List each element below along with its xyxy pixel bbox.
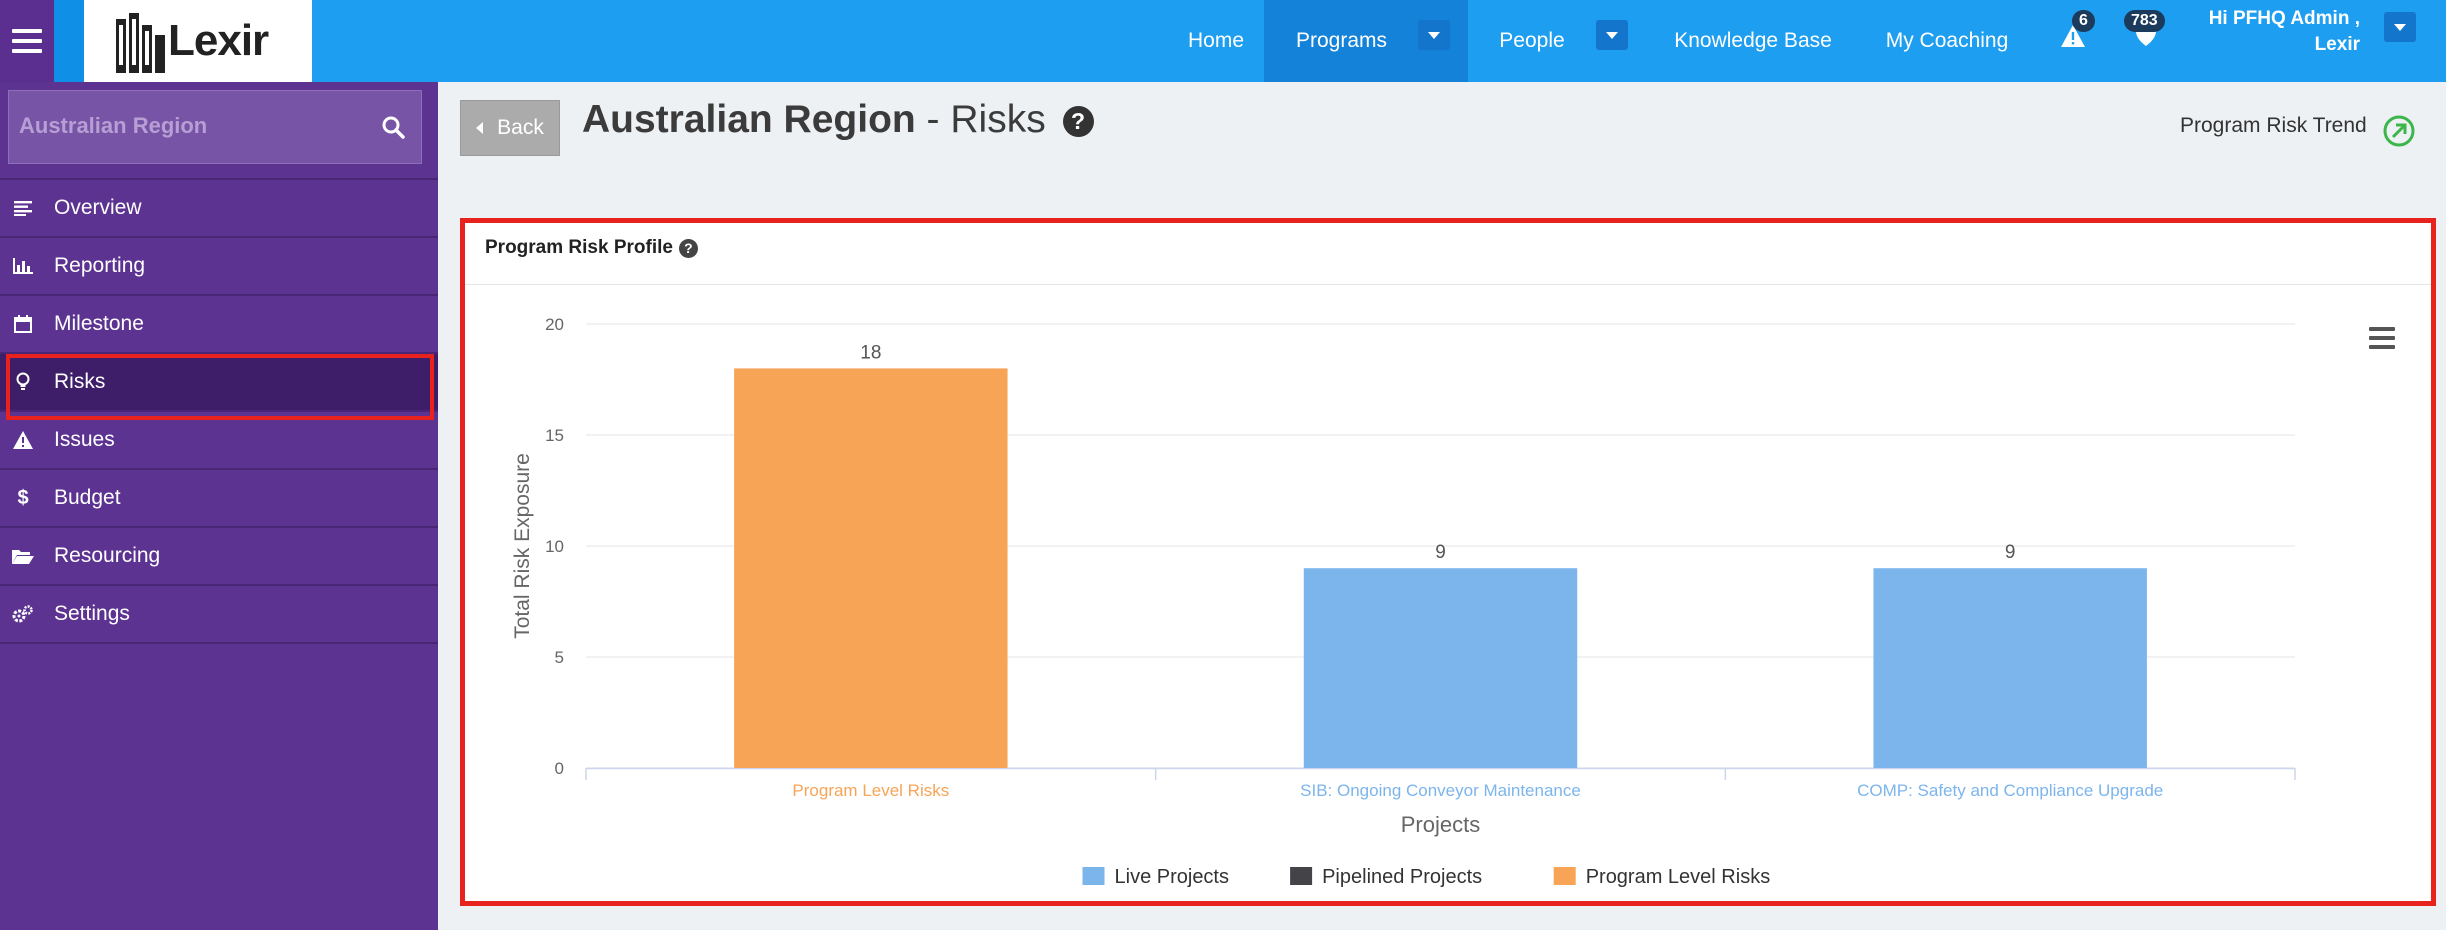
- sidebar-item-settings[interactable]: Settings: [0, 586, 438, 644]
- lightbulb-icon: [12, 371, 34, 393]
- back-button[interactable]: Back: [460, 100, 560, 156]
- x-tick-label[interactable]: SIB: Ongoing Conveyor Maintenance: [1300, 781, 1581, 800]
- back-button-label: Back: [497, 116, 544, 139]
- sidebar-item-budget[interactable]: $ Budget: [0, 470, 438, 528]
- bar[interactable]: [1303, 568, 1578, 768]
- sidebar-item-overview[interactable]: Overview: [0, 180, 438, 238]
- sidebar-item-label: Overview: [54, 196, 142, 219]
- dollar-icon: $: [17, 486, 29, 509]
- legend-swatch[interactable]: [1082, 867, 1105, 885]
- legend-swatch[interactable]: [1290, 867, 1313, 885]
- y-tick-label: 20: [545, 315, 564, 334]
- sidebar: Australian Region Overview Reporting Mil…: [0, 82, 438, 930]
- help-icon[interactable]: ?: [678, 238, 698, 258]
- calendar-icon: [12, 313, 34, 335]
- y-tick-label: 5: [555, 648, 564, 667]
- bar[interactable]: [1873, 568, 2147, 768]
- help-icon[interactable]: ?: [1062, 106, 1094, 137]
- sidebar-item-label: Reporting: [54, 254, 146, 277]
- user-menu[interactable]: Hi PFHQ Admin , Lexir: [2190, 6, 2360, 58]
- x-tick-label[interactable]: COMP: Safety and Compliance Upgrade: [1857, 781, 2163, 800]
- nav-home[interactable]: Home: [1187, 29, 1245, 52]
- logo[interactable]: Lexir: [84, 0, 312, 82]
- sidebar-item-label: Risks: [54, 370, 106, 393]
- caret-down-icon: [1606, 31, 1618, 39]
- programs-dropdown-button[interactable]: [1418, 20, 1450, 50]
- data-label: 9: [1435, 542, 1446, 563]
- divider: [0, 178, 438, 180]
- list-icon: [12, 197, 34, 219]
- user-dropdown-button[interactable]: [2384, 12, 2416, 42]
- caret-left-icon: [476, 122, 484, 134]
- risk-profile-card: Program Risk Profile ? 0 5 10 15 20 Total Ris…: [460, 218, 2436, 906]
- sidebar-item-milestone[interactable]: Milestone: [0, 296, 438, 354]
- data-label: 18: [860, 342, 881, 363]
- chart-context-menu-icon[interactable]: [2369, 327, 2395, 349]
- legend-label[interactable]: Live Projects: [1115, 866, 1230, 888]
- user-greeting: Hi PFHQ Admin ,: [2208, 8, 2360, 29]
- bar-chart-icon: [12, 255, 34, 277]
- sidebar-item-reporting[interactable]: Reporting: [0, 238, 438, 296]
- user-org: Lexir: [2314, 34, 2360, 55]
- warning-icon: [2061, 25, 2085, 47]
- caret-down-icon: [1428, 31, 1440, 39]
- nav-my-coaching[interactable]: My Coaching: [1885, 29, 2009, 52]
- card-title-text: Program Risk Profile: [485, 237, 673, 258]
- search-value: Australian Region: [19, 113, 208, 138]
- card-header: Program Risk Profile ?: [465, 223, 2431, 285]
- building-logo-icon: [116, 13, 165, 73]
- sidebar-item-label: Settings: [54, 602, 130, 625]
- program-search-input[interactable]: Australian Region: [8, 90, 422, 164]
- gears-icon: [12, 603, 34, 625]
- risk-profile-chart: 0 5 10 15 20 Total Risk Exposure 18 Program Lev…: [511, 315, 2296, 888]
- legend-label[interactable]: Program Level Risks: [1586, 866, 1771, 888]
- y-tick-label: 15: [545, 426, 564, 445]
- y-axis-title: Total Risk Exposure: [511, 453, 534, 639]
- data-label: 9: [2005, 542, 2016, 563]
- search-icon[interactable]: [381, 115, 405, 139]
- caret-down-icon: [2394, 23, 2406, 31]
- page-title: Australian Region - Risks ?: [582, 98, 1094, 142]
- menu-toggle-icon[interactable]: [0, 0, 54, 82]
- sidebar-item-label: Resourcing: [54, 544, 161, 567]
- people-dropdown-button[interactable]: [1596, 20, 1628, 50]
- legend-swatch[interactable]: [1553, 867, 1576, 885]
- legend-label[interactable]: Pipelined Projects: [1322, 866, 1482, 888]
- sidebar-item-label: Milestone: [54, 312, 144, 335]
- nav-knowledge-base[interactable]: Knowledge Base: [1674, 29, 1832, 52]
- page-title-section: - Risks: [915, 98, 1046, 141]
- nav-people[interactable]: People: [1499, 29, 1565, 52]
- x-tick-label[interactable]: Program Level Risks: [792, 781, 949, 800]
- program-risk-trend-link[interactable]: Program Risk Trend: [2180, 114, 2367, 137]
- top-navbar: Lexir Home Programs People Knowledge Bas…: [0, 0, 2446, 82]
- alerts-count-badge: 6: [2072, 10, 2095, 32]
- external-arrow-icon[interactable]: [2382, 114, 2416, 148]
- card-title: Program Risk Profile ?: [485, 237, 698, 259]
- sidebar-item-issues[interactable]: Issues: [0, 412, 438, 470]
- page-title-program: Australian Region: [582, 98, 916, 141]
- warning-icon: [12, 429, 34, 451]
- sidebar-item-label: Issues: [54, 428, 115, 451]
- sidebar-item-resourcing[interactable]: Resourcing: [0, 528, 438, 586]
- y-tick-label: 0: [555, 759, 564, 778]
- logo-text: Lexir: [168, 16, 269, 65]
- sidebar-item-label: Budget: [54, 486, 121, 509]
- notifications-count-badge: 783: [2124, 10, 2165, 32]
- folder-open-icon: [12, 545, 34, 567]
- y-tick-label: 10: [545, 537, 564, 556]
- bar[interactable]: [734, 368, 1008, 768]
- x-axis-title: Projects: [1401, 812, 1480, 837]
- sidebar-item-risks[interactable]: Risks: [0, 354, 438, 412]
- nav-programs-label: Programs: [1296, 29, 1388, 52]
